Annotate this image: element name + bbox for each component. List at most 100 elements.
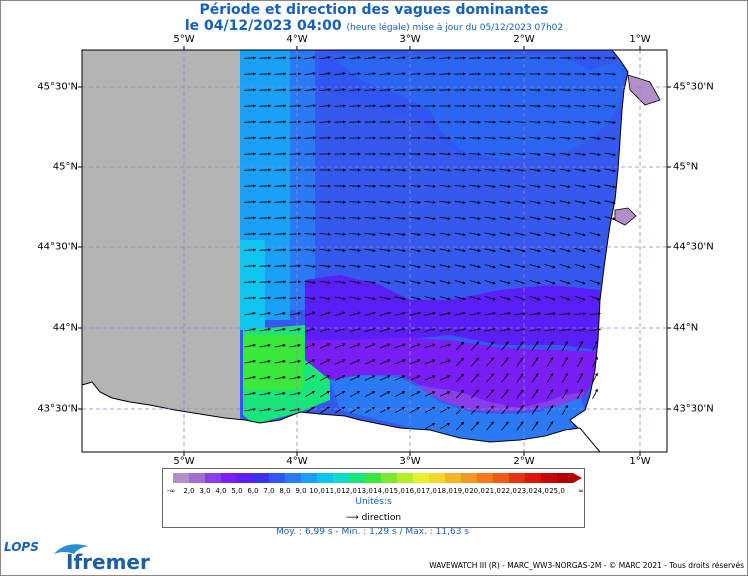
direction-arrow bbox=[499, 248, 511, 253]
direction-arrow bbox=[439, 311, 451, 316]
direction-arrow bbox=[469, 184, 482, 188]
lon-label-bottom: 2°W bbox=[513, 456, 535, 467]
direction-arrow bbox=[529, 168, 541, 172]
direction-arrow bbox=[516, 357, 524, 367]
colorbar-tick-label: 2,0 bbox=[183, 487, 195, 495]
direction-arrow bbox=[379, 359, 391, 365]
direction-arrow bbox=[454, 168, 467, 172]
direction-arrow bbox=[454, 311, 466, 316]
direction-arrow bbox=[589, 104, 602, 108]
direction-arrow bbox=[454, 248, 466, 253]
direction-arrow bbox=[439, 248, 451, 253]
direction-arrow bbox=[350, 390, 361, 398]
period-zone-4s bbox=[415, 385, 585, 412]
direction-arrow bbox=[289, 296, 302, 300]
direction-arrow bbox=[379, 327, 391, 333]
direction-arrow bbox=[349, 311, 361, 316]
direction-arrow bbox=[364, 104, 377, 108]
direction-arrow bbox=[334, 343, 346, 349]
direction-arrow bbox=[274, 136, 287, 140]
colorbar-swatch bbox=[253, 473, 270, 483]
colorbar-tick-label: 8,0 bbox=[279, 487, 291, 495]
direction-arrow bbox=[244, 200, 257, 204]
direction-arrow bbox=[439, 327, 451, 332]
direction-arrow bbox=[379, 311, 391, 316]
direction-arrow bbox=[289, 264, 302, 268]
direction-arrow bbox=[499, 264, 511, 269]
direction-arrow bbox=[424, 184, 437, 188]
direction-arrow bbox=[364, 375, 376, 381]
direction-arrow bbox=[576, 340, 584, 351]
direction-arrow bbox=[334, 359, 346, 365]
direction-arrow bbox=[409, 311, 421, 316]
direction-arrow bbox=[259, 359, 271, 364]
direction-arrow bbox=[349, 104, 362, 108]
direction-arrow bbox=[561, 404, 569, 415]
direction-arrow bbox=[259, 120, 272, 124]
direction-arrow bbox=[304, 280, 316, 284]
direction-arrow bbox=[574, 200, 586, 205]
direction-arrow bbox=[469, 248, 481, 253]
colorbar-swatch bbox=[461, 473, 478, 483]
direction-arrow bbox=[379, 343, 391, 349]
colorbar-tick-label: 24,0 bbox=[533, 487, 549, 495]
direction-arrow bbox=[424, 407, 436, 413]
direction-arrow bbox=[379, 375, 391, 381]
direction-arrow bbox=[439, 168, 452, 172]
direction-arrow bbox=[501, 341, 509, 351]
dolphin-icon bbox=[54, 544, 88, 554]
direction-arrow bbox=[454, 152, 467, 156]
direction-arrow bbox=[424, 296, 436, 301]
direction-arrow bbox=[320, 390, 331, 398]
direction-arrow bbox=[574, 88, 587, 92]
period-zone-7s-core bbox=[330, 55, 625, 160]
direction-arrow bbox=[546, 356, 554, 367]
direction-arrow bbox=[259, 184, 272, 188]
direction-arrow bbox=[469, 296, 481, 301]
direction-arrow bbox=[289, 104, 302, 108]
direction-arrow bbox=[244, 232, 257, 236]
direction-arrow bbox=[574, 248, 586, 253]
colorbar-tick-label: 4,0 bbox=[215, 487, 227, 495]
direction-arrow bbox=[559, 168, 571, 173]
direction-arrow bbox=[409, 248, 421, 253]
direction-arrow bbox=[484, 168, 497, 172]
direction-arrow bbox=[244, 104, 257, 108]
colorbar-tick-label: 6,0 bbox=[247, 487, 259, 495]
direction-arrow bbox=[439, 264, 451, 269]
direction-arrow bbox=[546, 388, 554, 399]
colorbar-swatch bbox=[365, 473, 382, 483]
direction-arrow bbox=[439, 200, 452, 204]
direction-arrow bbox=[469, 216, 481, 221]
direction-arrow bbox=[454, 264, 466, 269]
direction-arrow bbox=[529, 184, 541, 189]
colorbar-max-label: ∞ bbox=[578, 487, 584, 495]
direction-arrow bbox=[409, 56, 422, 60]
direction-arrow bbox=[484, 296, 496, 301]
direction-arrow bbox=[439, 216, 451, 220]
direction-arrow bbox=[244, 296, 257, 300]
direction-arrow bbox=[349, 72, 362, 76]
direction-arrow bbox=[439, 296, 451, 301]
direction-arrow bbox=[484, 311, 496, 316]
lat-label-right: 45°N bbox=[673, 161, 699, 173]
direction-arrow bbox=[544, 264, 556, 269]
direction-arrow bbox=[364, 248, 376, 252]
direction-arrow bbox=[574, 328, 586, 332]
direction-arrow bbox=[289, 280, 302, 284]
direction-arrow bbox=[334, 375, 346, 381]
direction-arrow bbox=[334, 280, 346, 285]
direction-arrow bbox=[244, 311, 256, 316]
direction-arrow bbox=[529, 295, 541, 301]
direction-arrow bbox=[274, 200, 287, 204]
direction-arrow bbox=[514, 248, 526, 253]
direction-arrow bbox=[454, 136, 467, 140]
colorbar-swatch bbox=[285, 473, 302, 483]
lat-label-right: 44°30'N bbox=[673, 241, 714, 253]
lon-label-top: 5°W bbox=[173, 34, 195, 45]
direction-arrow bbox=[259, 56, 272, 60]
direction-arrow bbox=[289, 391, 301, 396]
direction-arrow bbox=[516, 373, 524, 383]
direction-arrow bbox=[589, 168, 601, 173]
direction-arrow bbox=[304, 311, 316, 317]
